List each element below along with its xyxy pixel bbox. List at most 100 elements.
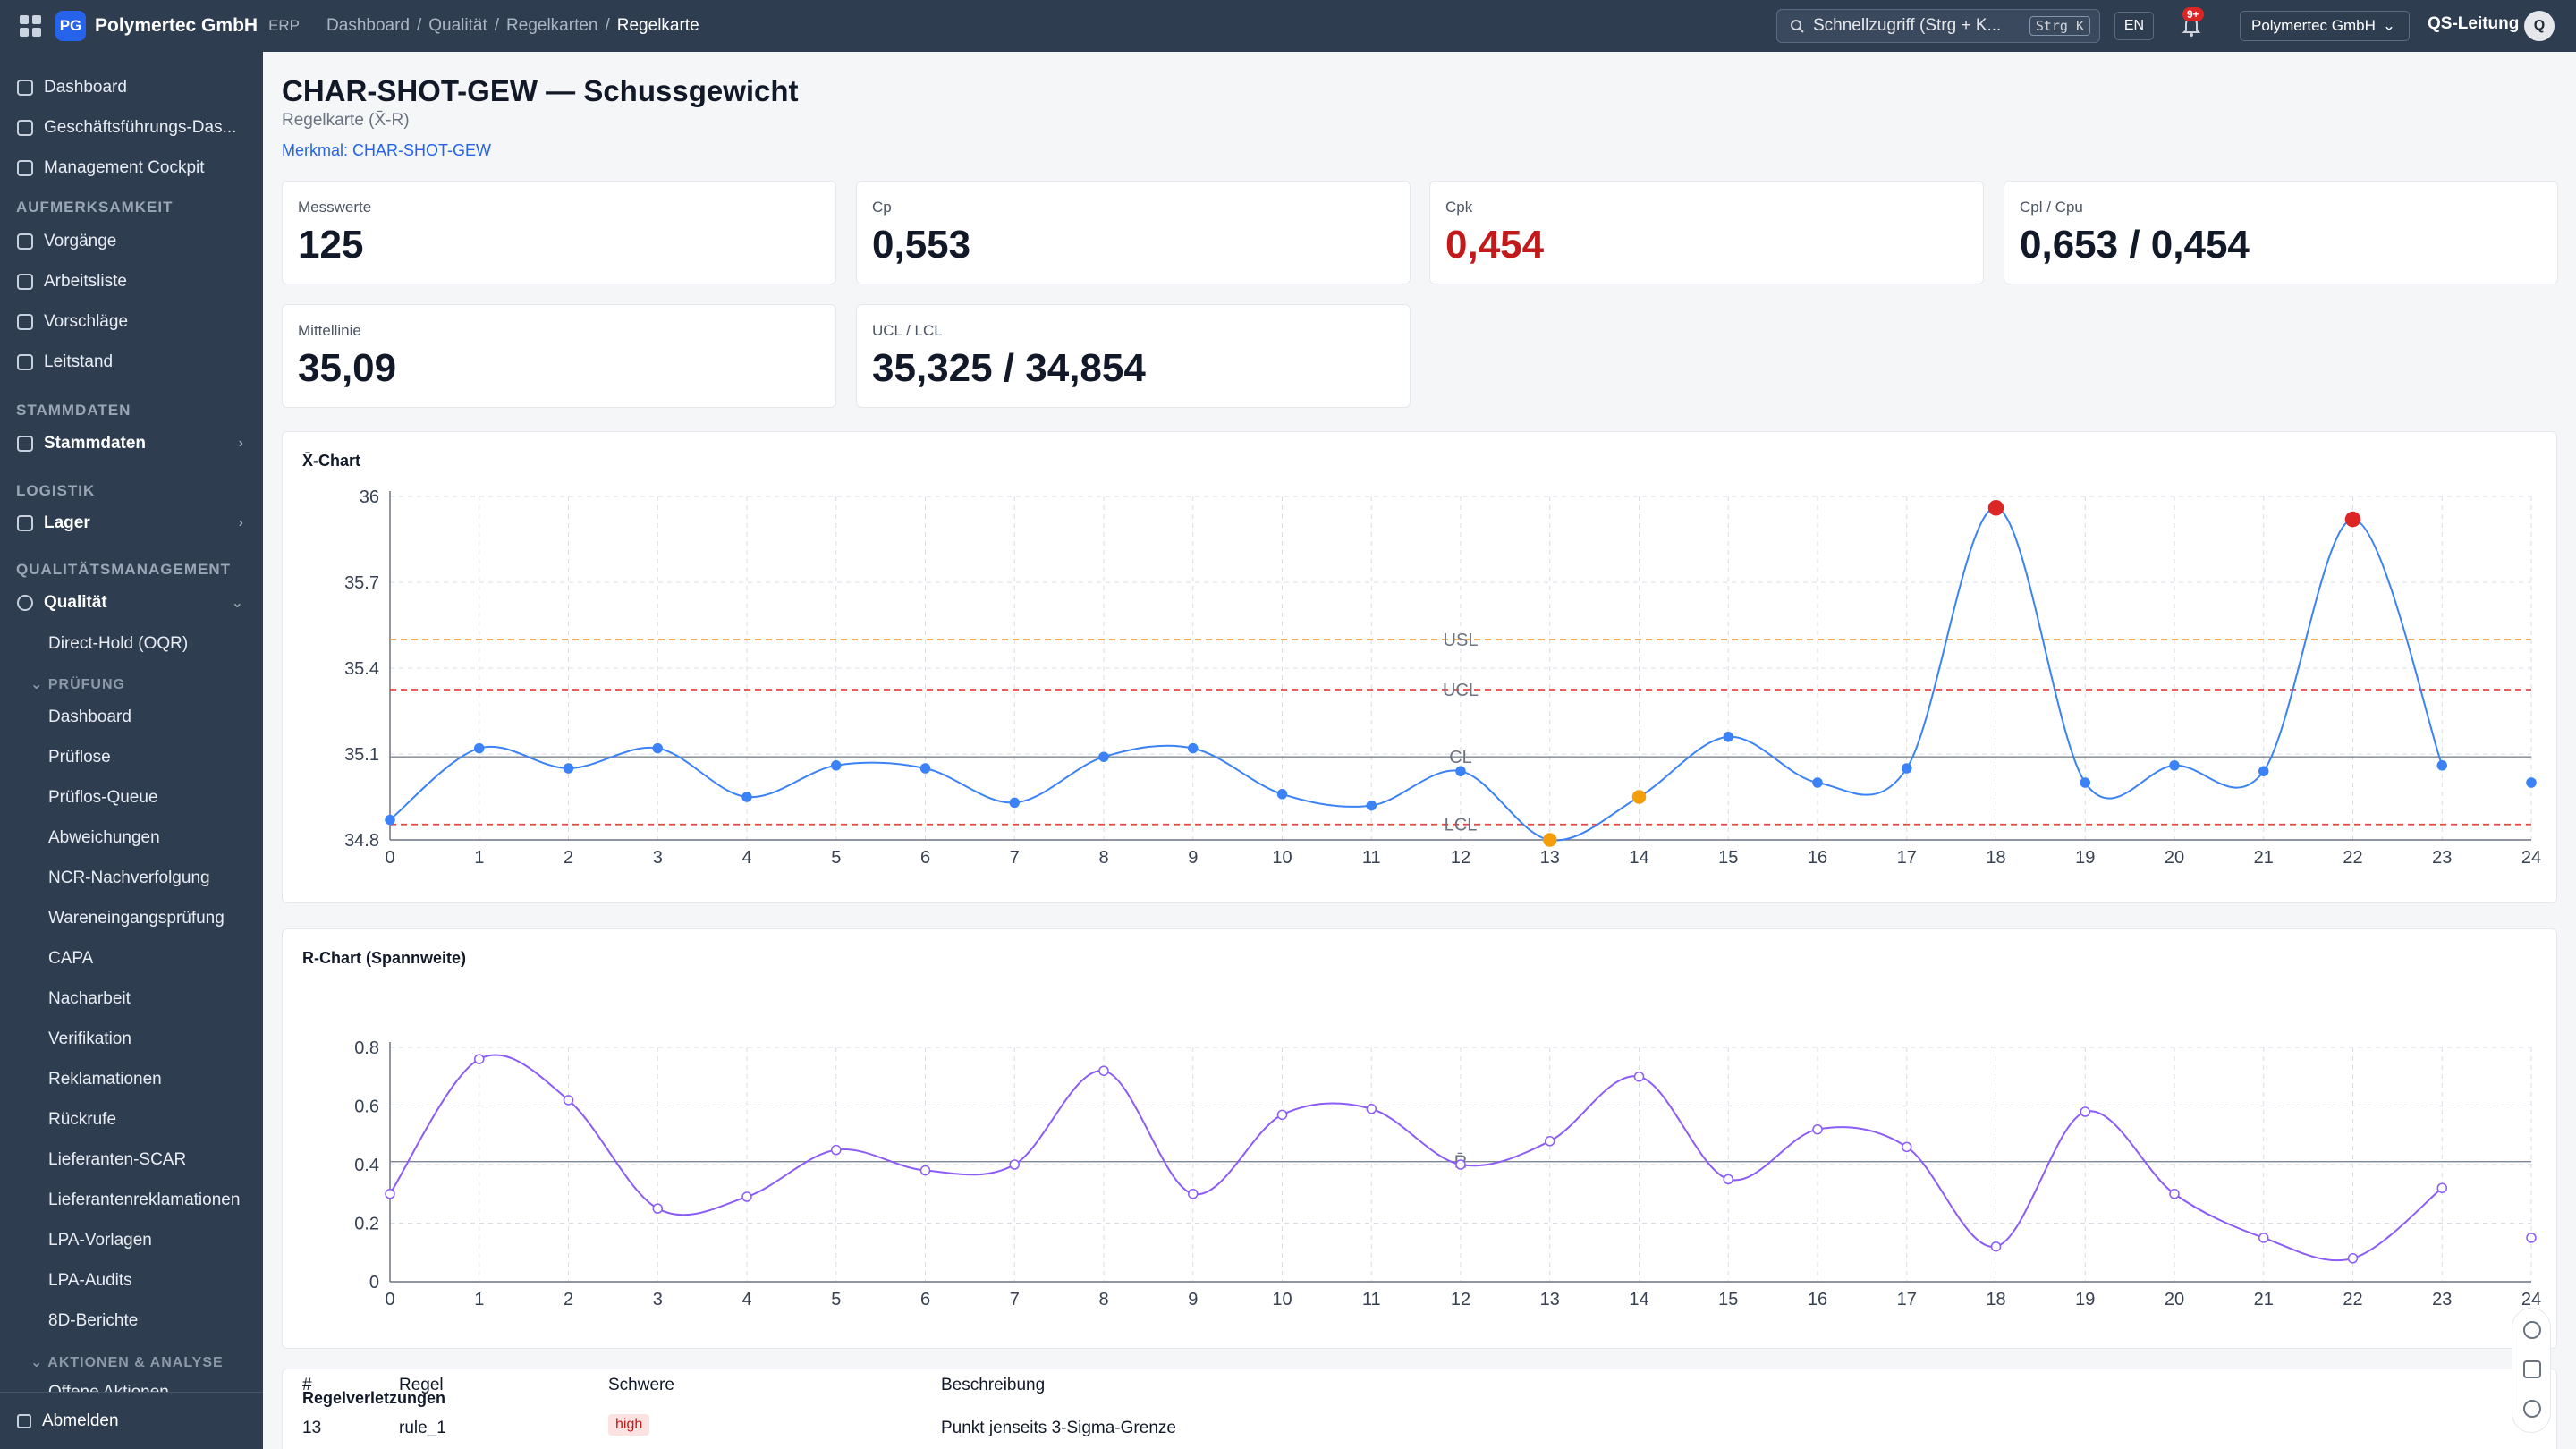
kpi-label: Cpk <box>1445 199 1473 216</box>
sidebar-item-prueflos-queue[interactable]: Prüflos-Queue <box>48 788 158 807</box>
r-x-tick: 21 <box>2254 1290 2274 1309</box>
xbar-x-tick: 23 <box>2432 848 2452 868</box>
xbar-data-point <box>2436 760 2447 771</box>
r-chart-title: R-Chart (Spannweite) <box>302 949 467 967</box>
xbar-data-point <box>741 792 752 802</box>
r-x-tick: 7 <box>1010 1290 1020 1309</box>
xbar-x-tick: 1 <box>474 848 484 868</box>
tenant-select[interactable]: Polymertec GmbH ⌄ <box>2240 11 2410 41</box>
xbar-x-tick: 6 <box>920 848 930 868</box>
company-name[interactable]: Polymertec GmbH <box>95 15 258 36</box>
sidebar-item-reklamationen[interactable]: Reklamationen <box>48 1070 162 1089</box>
search-icon <box>1791 20 1804 33</box>
xbar-x-tick: 5 <box>831 848 841 868</box>
sidebar-item-management-cockpit[interactable]: Management Cockpit <box>0 152 263 184</box>
breadcrumb-qualitaet[interactable]: Qualität <box>428 16 487 35</box>
r-data-point <box>919 1165 931 1176</box>
sidebar-item-stammdaten[interactable]: Stammdaten › <box>0 428 263 460</box>
sidebar-item-lieferantenreklamationen[interactable]: Lieferantenreklamationen <box>48 1191 241 1209</box>
sidebar-item-direct-hold[interactable]: Direct-Hold (OQR) <box>48 634 189 653</box>
logout-button[interactable]: Abmelden <box>0 1392 263 1449</box>
kpi-value: 125 <box>298 223 364 267</box>
xbar-data-point <box>1098 751 1109 762</box>
sidebar-item-dashboard[interactable]: Dashboard <box>0 72 263 104</box>
xbar-x-tick: 3 <box>653 848 663 868</box>
chevron-down-icon: ⌄ <box>2382 17 2396 34</box>
clock-icon[interactable] <box>2523 1400 2541 1418</box>
column-header-num: # <box>302 1376 312 1394</box>
sidebar-item-nacharbeit[interactable]: Nacharbeit <box>48 989 131 1008</box>
section-qualitaetsmanagement: QUALITÄTSMANAGEMENT <box>16 561 231 578</box>
sidebar-item-wareneingang[interactable]: Wareneingangsprüfung <box>48 909 225 928</box>
kpi-label: Messwerte <box>298 199 372 216</box>
xbar-x-tick: 11 <box>1362 848 1381 868</box>
sidebar-item-gf-dashboard[interactable]: Geschäftsführungs-Das... <box>0 112 263 144</box>
xbar-data-point <box>2258 766 2269 776</box>
help-icon[interactable] <box>2523 1321 2541 1339</box>
breadcrumb-regelkarten[interactable]: Regelkarten <box>506 16 598 35</box>
breadcrumb-dashboard[interactable]: Dashboard <box>326 16 410 35</box>
violations-title: Regelverletzungen <box>302 1389 446 1407</box>
column-header-regel[interactable]: Regel <box>399 1376 444 1394</box>
sidebar-item-verifikation[interactable]: Verifikation <box>48 1030 131 1048</box>
sidebar-item-capa[interactable]: CAPA <box>48 949 94 968</box>
characteristic-link[interactable]: Merkmal: CHAR-SHOT-GEW <box>282 141 491 159</box>
section-logistik: LOGISTIK <box>16 482 96 499</box>
r-x-tick: 10 <box>1272 1290 1292 1309</box>
r-data-point <box>1545 1136 1555 1147</box>
xbar-x-tick: 10 <box>1272 848 1292 868</box>
avatar[interactable]: Q <box>2524 11 2555 41</box>
sidebar-item-ncr[interactable]: NCR-Nachverfolgung <box>48 869 210 887</box>
sidebar-item-abweichungen[interactable]: Abweichungen <box>48 828 160 847</box>
sidebar-item-lpa-audits[interactable]: LPA-Audits <box>48 1271 132 1290</box>
sidebar-item-leitstand[interactable]: Leitstand <box>0 346 263 378</box>
r-data-point <box>1188 1189 1199 1199</box>
kpi-cpk: Cpk 0,454 <box>1429 181 1984 284</box>
column-header-beschreibung[interactable]: Beschreibung <box>941 1376 1046 1394</box>
r-x-tick: 22 <box>2343 1290 2362 1309</box>
xbar-data-point <box>1455 766 1466 776</box>
xbar-data-point <box>1543 833 1557 847</box>
sidebar: Dashboard Geschäftsführungs-Das... Manag… <box>0 52 263 1449</box>
kpi-mittellinie: Mittellinie 35,09 <box>282 304 836 408</box>
home-icon <box>17 160 33 176</box>
sidebar-item-pruefung-dashboard[interactable]: Dashboard <box>48 708 131 726</box>
r-x-tick: 24 <box>2521 1290 2541 1309</box>
user-role[interactable]: QS-Leitung <box>2428 14 2520 33</box>
xbar-data-point <box>1276 789 1288 800</box>
sidebar-item-arbeitsliste[interactable]: Arbeitsliste <box>0 266 263 298</box>
section-aktionen-label: AKTIONEN & ANALYSE <box>47 1355 224 1370</box>
sidebar-item-lpa-vorlagen[interactable]: LPA-Vorlagen <box>48 1231 152 1250</box>
home-icon <box>17 120 33 136</box>
search-input[interactable]: Schnellzugriff (Strg + K... Strg K <box>1776 9 2100 43</box>
section-pruefung[interactable]: ⌄ PRÜFUNG <box>30 675 125 693</box>
sidebar-item-lieferanten-scar[interactable]: Lieferanten-SCAR <box>48 1150 187 1169</box>
chat-icon[interactable] <box>2523 1360 2541 1378</box>
sidebar-item-label: Dashboard <box>44 78 127 97</box>
section-stammdaten: STAMMDATEN <box>16 402 131 419</box>
breadcrumb-current: Regelkarte <box>616 16 699 35</box>
xbar-data-point <box>1631 790 1647 804</box>
sidebar-item-lager[interactable]: Lager › <box>0 507 263 539</box>
language-button[interactable]: EN <box>2114 12 2154 40</box>
sidebar-item-rueckrufe[interactable]: Rückrufe <box>48 1110 117 1129</box>
section-aktionen[interactable]: ⌄ AKTIONEN & ANALYSE <box>30 1353 224 1371</box>
chevron-right-icon: › <box>238 436 243 451</box>
r-x-tick: 3 <box>653 1290 663 1309</box>
kpi-label: Mittellinie <box>298 322 361 339</box>
sidebar-item-qualitaet[interactable]: Qualität ⌄ <box>0 587 263 619</box>
gauge-icon <box>17 354 33 370</box>
column-header-schwere[interactable]: Schwere <box>608 1376 674 1394</box>
xbar-series-line <box>389 506 2444 842</box>
sidebar-item-vorgaenge[interactable]: Vorgänge <box>0 225 263 258</box>
kpi-value: 0,553 <box>872 223 971 267</box>
r-chart-card: R-Chart (Spannweite) 0 0.2 0.4 0.6 0.8 0 1 2 3 4 5… <box>282 928 2557 1349</box>
sidebar-item-8d-berichte[interactable]: 8D-Berichte <box>48 1311 139 1330</box>
r-y-tick: 0.8 <box>354 1038 379 1058</box>
sidebar-item-prueflose[interactable]: Prüflose <box>48 748 111 767</box>
r-x-tick: 23 <box>2432 1290 2452 1309</box>
xbar-data-point <box>1188 742 1199 754</box>
sidebar-item-vorschlaege[interactable]: Vorschläge <box>0 306 263 338</box>
app-grid-icon[interactable] <box>20 15 41 37</box>
r-data-point <box>741 1191 752 1202</box>
